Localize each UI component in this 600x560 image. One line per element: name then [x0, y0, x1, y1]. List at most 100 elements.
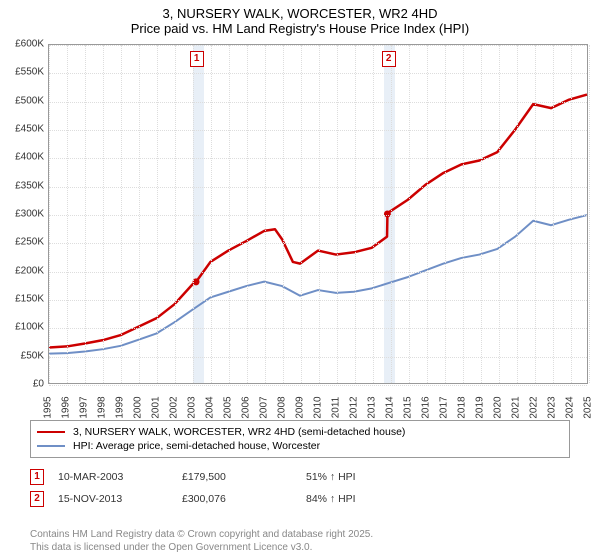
- y-axis-label: £600K: [0, 39, 44, 50]
- gridline-v: [247, 45, 248, 383]
- y-axis-label: £350K: [0, 180, 44, 191]
- y-axis-label: £500K: [0, 95, 44, 106]
- sale-price: £300,076: [182, 493, 292, 505]
- y-axis-label: £300K: [0, 209, 44, 220]
- x-axis-label: 2021: [511, 396, 522, 418]
- x-axis-label: 2016: [421, 396, 432, 418]
- x-axis-label: 2025: [583, 396, 594, 418]
- legend-label: HPI: Average price, semi-detached house,…: [73, 440, 320, 452]
- sale-pct: 51% ↑ HPI: [306, 471, 426, 483]
- x-axis-label: 2014: [385, 396, 396, 418]
- legend: 3, NURSERY WALK, WORCESTER, WR2 4HD (sem…: [30, 420, 570, 458]
- x-axis-label: 1999: [115, 396, 126, 418]
- y-axis-label: £150K: [0, 294, 44, 305]
- x-axis-label: 2003: [187, 396, 198, 418]
- x-axis-label: 2001: [151, 396, 162, 418]
- sale-row: 215-NOV-2013£300,07684% ↑ HPI: [30, 488, 570, 510]
- sale-marker: 1: [190, 51, 204, 67]
- x-axis-label: 1998: [97, 396, 108, 418]
- sale-point-dot: [384, 210, 391, 217]
- x-axis-label: 2005: [223, 396, 234, 418]
- footnote: Contains HM Land Registry data © Crown c…: [30, 529, 373, 554]
- x-axis-label: 2015: [403, 396, 414, 418]
- sale-price: £179,500: [182, 471, 292, 483]
- gridline-v: [409, 45, 410, 383]
- gridline-v: [373, 45, 374, 383]
- legend-item: HPI: Average price, semi-detached house,…: [37, 439, 563, 453]
- gridline-h: [49, 215, 587, 216]
- gridline-h: [49, 328, 587, 329]
- title-line2: Price paid vs. HM Land Registry's House …: [0, 21, 600, 36]
- footnote-line2: This data is licensed under the Open Gov…: [30, 542, 373, 555]
- gridline-v: [283, 45, 284, 383]
- y-axis-label: £450K: [0, 124, 44, 135]
- x-axis-label: 2010: [313, 396, 324, 418]
- x-axis-label: 2023: [547, 396, 558, 418]
- y-axis-label: £250K: [0, 237, 44, 248]
- gridline-v: [427, 45, 428, 383]
- gridline-v: [355, 45, 356, 383]
- x-axis-label: 2017: [439, 396, 450, 418]
- sale-date: 15-NOV-2013: [58, 493, 168, 505]
- sale-index-badge: 2: [30, 491, 44, 507]
- chart-container: 3, NURSERY WALK, WORCESTER, WR2 4HD Pric…: [0, 0, 600, 560]
- sale-rows: 110-MAR-2003£179,50051% ↑ HPI215-NOV-201…: [30, 466, 570, 510]
- series-red: [49, 95, 587, 348]
- x-axis-label: 2009: [295, 396, 306, 418]
- gridline-h: [49, 45, 587, 46]
- gridline-v: [589, 45, 590, 383]
- x-axis-label: 2007: [259, 396, 270, 418]
- gridline-v: [265, 45, 266, 383]
- title-line1: 3, NURSERY WALK, WORCESTER, WR2 4HD: [0, 6, 600, 21]
- gridline-h: [49, 73, 587, 74]
- gridline-h: [49, 300, 587, 301]
- gridline-v: [301, 45, 302, 383]
- x-axis-label: 2002: [169, 396, 180, 418]
- x-axis-label: 2011: [331, 397, 342, 419]
- plot-region: 12: [48, 44, 588, 384]
- x-axis-label: 2024: [565, 396, 576, 418]
- y-axis-label: £200K: [0, 265, 44, 276]
- gridline-h: [49, 130, 587, 131]
- title-block: 3, NURSERY WALK, WORCESTER, WR2 4HD Pric…: [0, 0, 600, 36]
- gridline-v: [553, 45, 554, 383]
- gridline-v: [571, 45, 572, 383]
- gridline-v: [319, 45, 320, 383]
- gridline-v: [121, 45, 122, 383]
- gridline-v: [85, 45, 86, 383]
- gridline-h: [49, 357, 587, 358]
- gridline-v: [139, 45, 140, 383]
- gridline-v: [229, 45, 230, 383]
- gridline-v: [103, 45, 104, 383]
- chart-area: 12: [48, 44, 588, 384]
- x-axis-label: 2018: [457, 396, 468, 418]
- gridline-v: [445, 45, 446, 383]
- legend-swatch: [37, 445, 65, 447]
- gridline-h: [49, 385, 587, 386]
- gridline-v: [481, 45, 482, 383]
- x-axis-label: 2012: [349, 396, 360, 418]
- x-axis-label: 2022: [529, 396, 540, 418]
- x-axis-label: 2013: [367, 396, 378, 418]
- x-axis-label: 1996: [61, 396, 72, 418]
- gridline-v: [391, 45, 392, 383]
- gridline-v: [499, 45, 500, 383]
- x-axis-label: 2020: [493, 396, 504, 418]
- line-chart-svg: [49, 45, 587, 383]
- gridline-v: [193, 45, 194, 383]
- gridline-v: [67, 45, 68, 383]
- sale-row: 110-MAR-2003£179,50051% ↑ HPI: [30, 466, 570, 488]
- legend-label: 3, NURSERY WALK, WORCESTER, WR2 4HD (sem…: [73, 426, 405, 438]
- gridline-v: [337, 45, 338, 383]
- gridline-v: [175, 45, 176, 383]
- legend-item: 3, NURSERY WALK, WORCESTER, WR2 4HD (sem…: [37, 425, 563, 439]
- gridline-v: [535, 45, 536, 383]
- y-axis-label: £550K: [0, 67, 44, 78]
- gridline-v: [49, 45, 50, 383]
- y-axis-label: £0: [0, 379, 44, 390]
- gridline-h: [49, 187, 587, 188]
- gridline-h: [49, 102, 587, 103]
- x-axis-label: 2006: [241, 396, 252, 418]
- footnote-line1: Contains HM Land Registry data © Crown c…: [30, 529, 373, 542]
- gridline-v: [157, 45, 158, 383]
